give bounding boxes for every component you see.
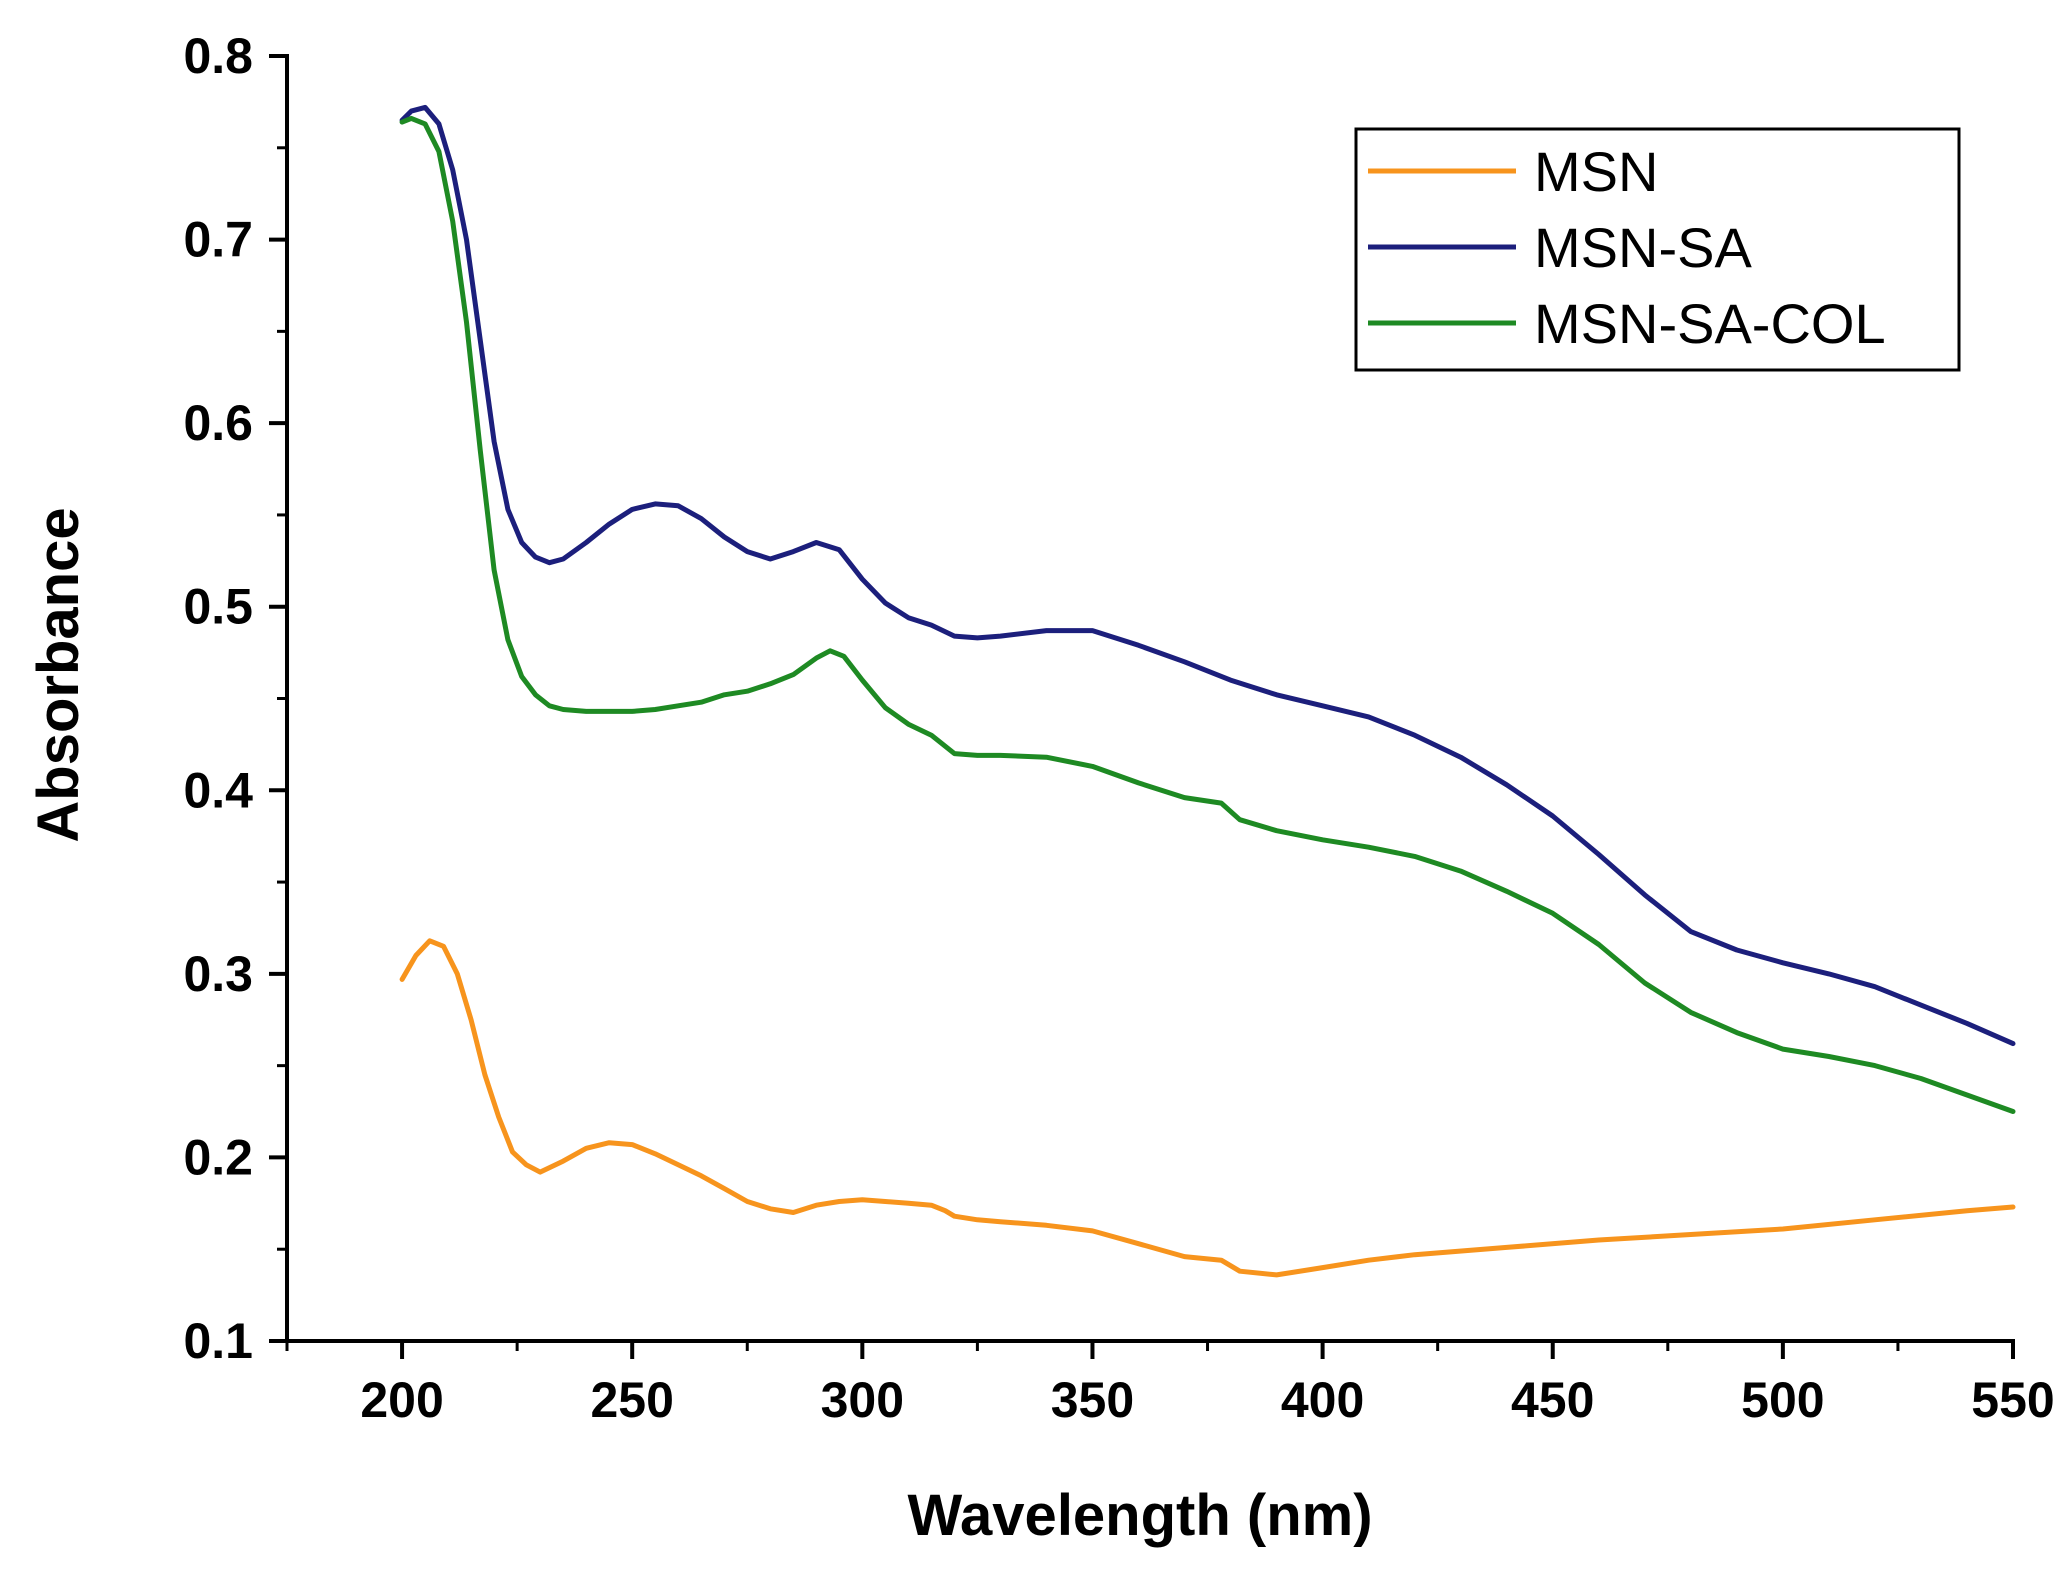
series-line-msn-sa [399, 104, 2016, 1047]
y-axis-title: Absorbance [26, 507, 91, 842]
y-tick-label: 0.2 [183, 1129, 253, 1185]
y-tick-label: 0.1 [183, 1313, 253, 1369]
axes [269, 54, 2015, 1359]
x-tick-label: 550 [1971, 1372, 2054, 1428]
x-axis-title: Wavelength (nm) [907, 1483, 1372, 1548]
series-layer [399, 104, 2016, 1278]
legend-label-msn-sa-col: MSN-SA-COL [1534, 292, 1886, 355]
y-tick-label: 0.4 [183, 762, 253, 818]
x-tick-label: 350 [1051, 1372, 1134, 1428]
x-tick-label: 500 [1741, 1372, 1824, 1428]
x-tick-label: 200 [360, 1372, 443, 1428]
y-tick-label: 0.8 [183, 28, 253, 84]
x-tick-label: 250 [590, 1372, 673, 1428]
x-tick-label: 450 [1511, 1372, 1594, 1428]
x-tick-label: 400 [1281, 1372, 1364, 1428]
series-line-msn [399, 938, 2016, 1278]
legend-label-msn-sa: MSN-SA [1534, 216, 1752, 279]
y-tick-label: 0.3 [183, 946, 253, 1002]
legend-label-msn: MSN [1534, 140, 1658, 203]
y-tick-label: 0.6 [183, 395, 253, 451]
series-line-msn-sa-col [399, 115, 2016, 1114]
tick-labels: 0.1 0.2 0.3 0.4 0.5 0.6 0.7 0.8 200 250 300 350 400 4… [183, 28, 2054, 1428]
legend: MSN MSN-SA MSN-SA-COL [1354, 127, 1961, 372]
x-tick-label: 300 [821, 1372, 904, 1428]
y-tick-label: 0.7 [183, 212, 253, 268]
y-tick-label: 0.5 [183, 579, 253, 635]
